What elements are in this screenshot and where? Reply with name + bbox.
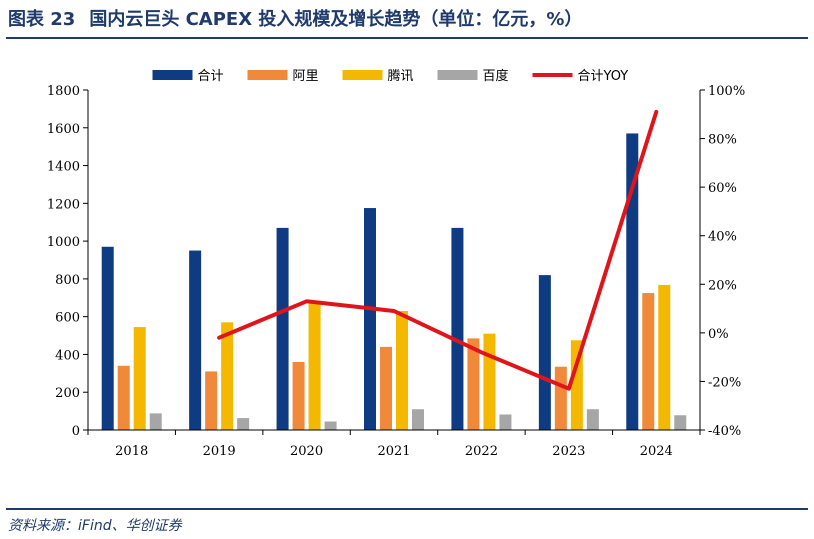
x-tick-label: 2022 xyxy=(465,444,498,459)
chart-legend: 合计 阿里 腾讯 百度 合计YOY xyxy=(152,68,629,84)
bar-阿里-2019 xyxy=(205,371,218,430)
legend-swatch-阿里 xyxy=(247,70,288,80)
left-tick-label: 0 xyxy=(72,424,80,439)
bar-百度-2024 xyxy=(674,415,687,430)
x-tick-label: 2023 xyxy=(552,444,585,459)
left-tick-label: 1400 xyxy=(47,160,80,175)
x-tick-label: 2021 xyxy=(377,444,410,459)
bar-合计-2021 xyxy=(364,208,376,430)
bar-阿里-2024 xyxy=(642,293,655,430)
x-tick-label: 2019 xyxy=(203,444,236,459)
title-rule xyxy=(6,37,808,39)
bar-合计-2020 xyxy=(276,227,289,430)
bar-腾讯-2021 xyxy=(396,311,408,430)
figure-caption: 国内云巨头 CAPEX 投入规模及增长趋势（单位：亿元，%） xyxy=(89,9,583,30)
bar-阿里-2023 xyxy=(554,366,567,430)
bar-合计-2018 xyxy=(101,246,114,430)
line-合计YOY xyxy=(217,109,659,391)
legend-label-阿里: 阿里 xyxy=(293,69,319,84)
bar-腾讯-2024 xyxy=(658,284,671,430)
bar-阿里-2018 xyxy=(117,365,130,430)
bar-阿里-2022 xyxy=(467,338,480,430)
right-tick-label: 0% xyxy=(708,327,729,342)
left-tick-label: 600 xyxy=(55,311,80,326)
x-tick-label: 2018 xyxy=(115,444,148,459)
left-tick-label: 1600 xyxy=(47,122,80,137)
bar-百度-2020 xyxy=(324,421,337,430)
right-tick-label: 40% xyxy=(708,230,737,245)
left-tick-label: 200 xyxy=(55,386,80,401)
bar-合计-2023 xyxy=(538,275,551,430)
footer-rule xyxy=(6,508,808,510)
bar-合计-2019 xyxy=(189,250,202,430)
x-tick-label: 2020 xyxy=(290,444,323,459)
bar-百度-2018 xyxy=(149,413,162,430)
legend-swatch-百度 xyxy=(437,70,478,80)
legend-swatch-合计 xyxy=(152,70,193,80)
source-note: 资料来源：iFind、华创证券 xyxy=(8,518,182,534)
legend-label-合计: 合计 xyxy=(198,69,224,84)
left-tick-label: 400 xyxy=(55,348,80,363)
figure-number: 图表 23 xyxy=(8,9,76,30)
bar-腾讯-2020 xyxy=(308,300,321,430)
left-tick-label: 1000 xyxy=(47,235,80,250)
yoy-line-series xyxy=(217,109,659,391)
right-tick-label: 60% xyxy=(708,181,737,196)
right-tick-label: 80% xyxy=(708,133,737,148)
bar-腾讯-2022 xyxy=(483,333,496,430)
legend-label-合计YOY: 合计YOY xyxy=(578,69,629,84)
chart-axes: 0 200 400 600 800 1000 1200 1400 1600 1800 -40% -20… xyxy=(47,84,745,459)
legend-label-百度: 百度 xyxy=(483,68,509,84)
right-tick-label: 100% xyxy=(708,84,745,99)
bar-百度-2019 xyxy=(237,418,250,430)
bar-合计-2024 xyxy=(626,133,639,430)
right-tick-label: 20% xyxy=(708,278,737,293)
x-tick-label: 2024 xyxy=(640,444,673,459)
bar-series xyxy=(101,133,687,430)
left-tick-label: 1200 xyxy=(47,197,80,212)
bar-腾讯-2018 xyxy=(133,327,146,430)
left-tick-label: 800 xyxy=(55,273,80,288)
bar-腾讯-2019 xyxy=(221,322,234,430)
bar-百度-2023 xyxy=(586,409,599,430)
bar-腾讯-2023 xyxy=(570,340,583,430)
figure-title: 图表 23 国内云巨头 CAPEX 投入规模及增长趋势（单位：亿元，%） xyxy=(8,5,582,31)
right-tick-label: -40% xyxy=(708,424,741,439)
left-tick-label: 1800 xyxy=(47,84,80,99)
bar-阿里-2021 xyxy=(380,346,392,430)
legend-label-腾讯: 腾讯 xyxy=(388,68,414,84)
bar-百度-2022 xyxy=(499,414,512,430)
legend-swatch-腾讯 xyxy=(342,70,383,80)
right-tick-label: -20% xyxy=(708,375,741,390)
bar-阿里-2020 xyxy=(292,362,305,430)
bar-百度-2021 xyxy=(412,409,424,430)
bar-合计-2022 xyxy=(451,227,464,430)
